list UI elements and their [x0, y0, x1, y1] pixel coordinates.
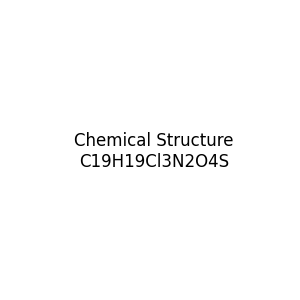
- Text: Chemical Structure
C19H19Cl3N2O4S: Chemical Structure C19H19Cl3N2O4S: [74, 132, 233, 171]
